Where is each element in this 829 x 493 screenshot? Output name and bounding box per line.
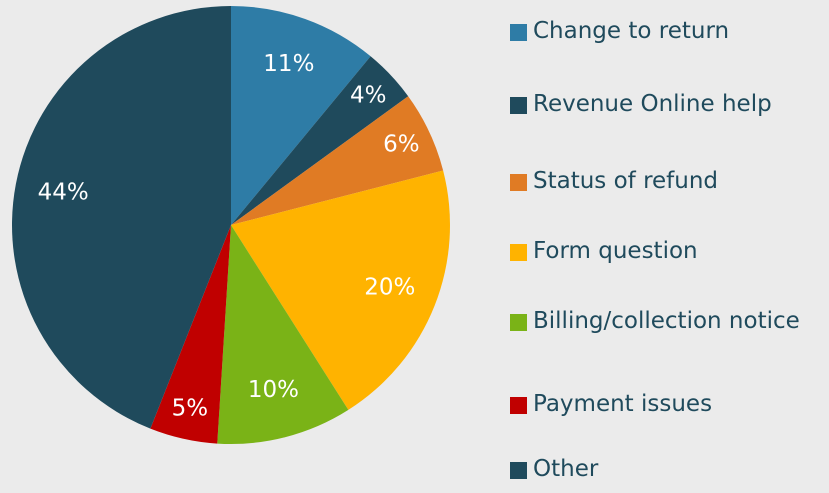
legend-label: Payment issues: [533, 391, 713, 417]
legend-item: Status of refund: [510, 168, 825, 195]
pie-slice: [231, 6, 371, 225]
pie-slice: [231, 56, 409, 225]
legend-item: Form question: [510, 238, 825, 265]
legend-swatch: [510, 244, 527, 261]
legend-label: Status of refund: [533, 168, 719, 194]
legend-label: Revenue Online help: [533, 91, 772, 117]
data-label: 11%: [263, 51, 314, 77]
legend-item: Billing/collection notice: [510, 308, 825, 335]
legend-swatch: [510, 314, 527, 331]
legend-item: Payment issues: [510, 391, 825, 418]
data-label: 20%: [364, 274, 415, 300]
legend-label: Billing/collection notice: [533, 308, 800, 334]
pie-slice: [150, 225, 231, 444]
legend-label: Change to return: [533, 18, 730, 44]
legend-item: Other: [510, 456, 825, 483]
data-label: 6%: [383, 131, 420, 157]
data-label: 44%: [38, 179, 89, 205]
pie-slice: [12, 6, 232, 429]
legend-swatch: [510, 24, 527, 41]
legend-swatch: [510, 97, 527, 114]
legend-swatch: [510, 174, 527, 191]
data-label: 4%: [350, 83, 387, 109]
data-label: 10%: [248, 377, 299, 403]
legend-swatch: [510, 462, 527, 479]
data-label: 5%: [172, 395, 209, 421]
pie-slice: [217, 225, 349, 444]
legend-item: Revenue Online help: [510, 91, 825, 118]
legend-item: Change to return: [510, 18, 825, 45]
legend-label: Other: [533, 456, 599, 482]
legend-swatch: [510, 397, 527, 414]
legend-label: Form question: [533, 238, 698, 264]
pie-slice: [231, 96, 444, 226]
pie-slice: [231, 170, 451, 410]
